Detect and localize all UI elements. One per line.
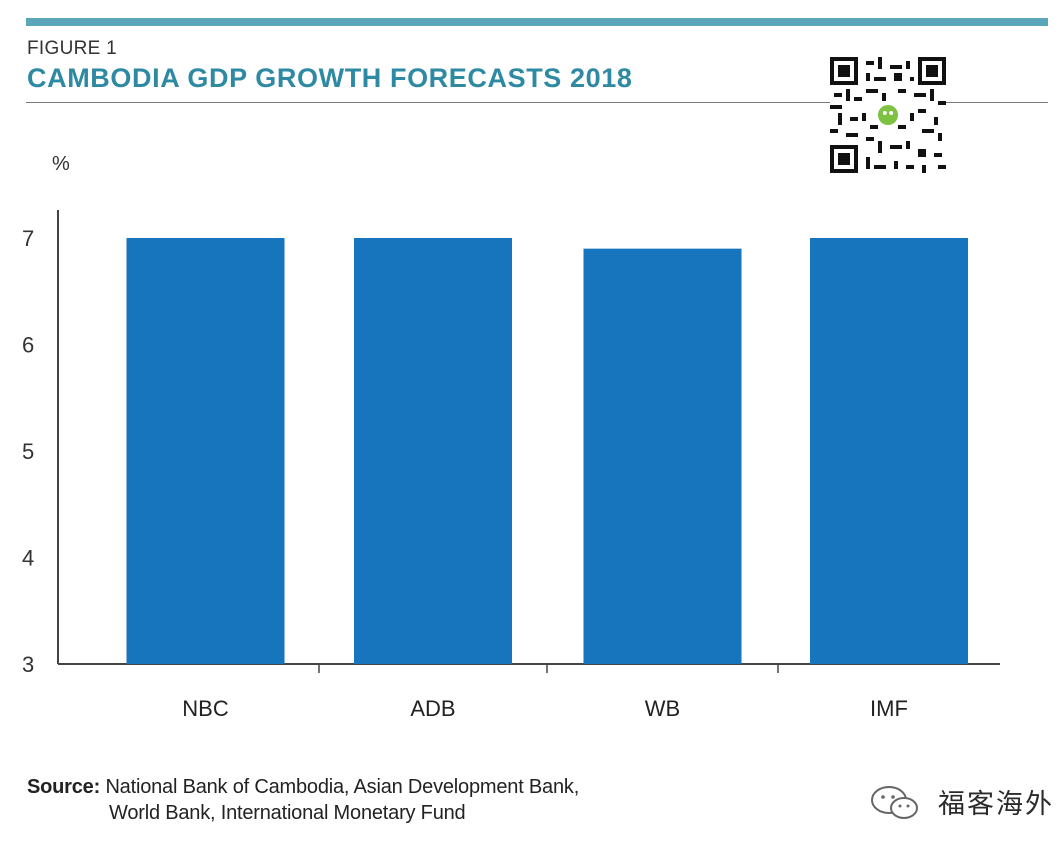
y-axis-label: % bbox=[52, 153, 70, 175]
watermark-text: 福客海外 bbox=[938, 789, 1054, 820]
bar-nbc bbox=[126, 238, 285, 664]
y-tick-label: 7 bbox=[22, 226, 34, 251]
x-tick-label: IMF bbox=[870, 696, 908, 721]
source-label: Source: bbox=[27, 776, 101, 798]
bar-adb bbox=[354, 238, 512, 664]
chart-title: CAMBODIA GDP GROWTH FORECASTS 2018 bbox=[27, 63, 633, 93]
y-tick-label: 4 bbox=[22, 546, 34, 571]
source-text-line2: World Bank, International Monetary Fund bbox=[109, 802, 466, 824]
x-tick-label: WB bbox=[645, 696, 680, 721]
y-tick-label: 5 bbox=[22, 439, 34, 464]
x-tick-label: ADB bbox=[410, 696, 455, 721]
source-text-line1: National Bank of Cambodia, Asian Develop… bbox=[105, 776, 580, 798]
title-divider bbox=[26, 102, 1048, 103]
bar-wb bbox=[583, 248, 742, 664]
source-note: Source: National Bank of Cambodia, Asian… bbox=[27, 774, 579, 826]
figure-label: FIGURE 1 bbox=[27, 38, 118, 59]
bar-imf bbox=[810, 238, 968, 664]
y-tick-label: 3 bbox=[22, 652, 34, 677]
x-tick-label: NBC bbox=[182, 696, 229, 721]
wechat-icon bbox=[871, 786, 918, 819]
header-accent-bar bbox=[26, 18, 1048, 26]
qr-code-icon bbox=[830, 57, 946, 173]
y-tick-label: 6 bbox=[22, 333, 34, 358]
